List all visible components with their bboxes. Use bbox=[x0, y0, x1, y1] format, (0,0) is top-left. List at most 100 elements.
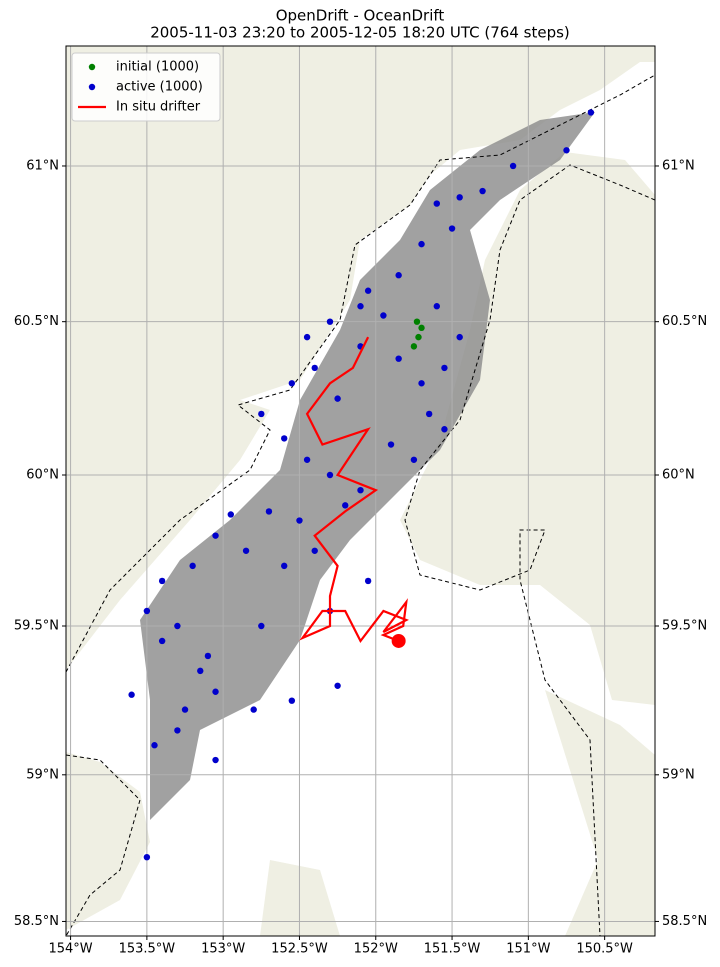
particle bbox=[258, 622, 265, 630]
land bbox=[66, 46, 655, 670]
particle bbox=[387, 441, 395, 448]
legend-label: initial (1000) bbox=[116, 60, 199, 75]
particle bbox=[296, 517, 303, 524]
particle bbox=[357, 303, 364, 310]
particle bbox=[413, 318, 421, 325]
particle bbox=[151, 742, 158, 749]
land bbox=[260, 860, 340, 936]
x-tick-label: 151°W bbox=[506, 942, 550, 957]
y-tick-label: 61°N bbox=[662, 158, 695, 173]
y-tick-label: 58.5°N bbox=[662, 914, 707, 929]
particle bbox=[364, 577, 372, 585]
particle bbox=[334, 395, 341, 402]
particle bbox=[258, 410, 265, 418]
particle bbox=[174, 622, 181, 630]
x-tick-label: 152.5°W bbox=[271, 942, 328, 957]
particle bbox=[418, 324, 425, 332]
drifter-track bbox=[299, 336, 409, 644]
y-tick-label: 61°N bbox=[26, 158, 59, 173]
particle bbox=[204, 652, 212, 660]
legend-box bbox=[71, 52, 221, 122]
particle bbox=[242, 547, 250, 554]
particle bbox=[364, 287, 372, 294]
particle bbox=[410, 343, 418, 350]
particle bbox=[265, 508, 273, 515]
y-tick-label: 59°N bbox=[662, 767, 695, 782]
land bbox=[545, 690, 655, 936]
particle bbox=[509, 162, 517, 170]
particle bbox=[334, 682, 341, 689]
particle bbox=[288, 697, 296, 704]
particle bbox=[189, 562, 196, 570]
legend-marker bbox=[88, 83, 96, 91]
particle bbox=[311, 364, 318, 372]
x-tick-label: 153°W bbox=[201, 942, 245, 957]
particle bbox=[395, 355, 402, 362]
particle bbox=[563, 147, 570, 154]
particle bbox=[158, 637, 166, 645]
particle bbox=[433, 200, 440, 207]
map-background bbox=[66, 46, 655, 936]
x-tick-label: 152°W bbox=[354, 942, 398, 957]
particle bbox=[456, 333, 463, 341]
particle bbox=[433, 303, 440, 310]
particle bbox=[128, 691, 135, 698]
trajectory-cloud bbox=[140, 112, 595, 820]
y-tick-label: 60.5°N bbox=[662, 314, 707, 329]
particle bbox=[174, 727, 181, 734]
particle bbox=[441, 364, 448, 372]
particle bbox=[311, 547, 318, 554]
particle bbox=[281, 435, 288, 442]
chart-title: OpenDrift - OceanDrift bbox=[276, 7, 445, 25]
chart-subtitle: 2005-11-03 23:20 to 2005-12-05 18:20 UTC… bbox=[150, 24, 570, 42]
particle bbox=[395, 272, 402, 279]
territorial-boundary bbox=[66, 754, 141, 936]
particle bbox=[425, 410, 433, 418]
particle bbox=[288, 380, 296, 387]
x-tick-label: 153.5°W bbox=[119, 942, 176, 957]
particle bbox=[448, 225, 456, 232]
particle bbox=[250, 706, 257, 713]
plot-frame bbox=[65, 45, 656, 937]
particle bbox=[326, 471, 334, 479]
particle bbox=[227, 511, 234, 518]
particle bbox=[418, 240, 425, 248]
particle bbox=[410, 456, 418, 463]
y-tick-label: 59°N bbox=[26, 767, 59, 782]
legend-label: In situ drifter bbox=[116, 100, 201, 115]
territorial-boundary bbox=[66, 74, 655, 673]
x-tick-label: 150.5°W bbox=[576, 942, 633, 957]
y-tick-label: 59.5°N bbox=[14, 619, 59, 634]
particle bbox=[587, 109, 595, 116]
y-tick-label: 60°N bbox=[26, 467, 59, 482]
particle bbox=[380, 312, 387, 319]
particle bbox=[326, 318, 334, 325]
particle bbox=[143, 853, 151, 861]
particle bbox=[456, 194, 463, 201]
legend-marker bbox=[88, 63, 96, 71]
particle bbox=[303, 456, 311, 463]
legend-label: active (1000) bbox=[116, 80, 203, 95]
particle bbox=[158, 577, 166, 585]
particle bbox=[357, 486, 364, 494]
particle bbox=[181, 706, 189, 713]
particle bbox=[479, 187, 486, 195]
particle bbox=[342, 502, 349, 509]
particle bbox=[281, 562, 288, 570]
y-tick-label: 60°N bbox=[662, 467, 695, 482]
y-tick-label: 60.5°N bbox=[14, 314, 59, 329]
land bbox=[400, 152, 655, 705]
y-tick-label: 58.5°N bbox=[14, 914, 59, 929]
particle bbox=[415, 333, 422, 341]
particle bbox=[143, 607, 151, 615]
x-tick-label: 154°W bbox=[48, 942, 92, 957]
drifter-end bbox=[391, 633, 406, 648]
particle bbox=[212, 532, 219, 539]
particle bbox=[212, 756, 219, 764]
y-tick-label: 59.5°N bbox=[662, 619, 707, 634]
particle bbox=[197, 667, 204, 675]
x-tick-label: 151.5°W bbox=[424, 942, 481, 957]
land bbox=[66, 752, 150, 930]
particle bbox=[212, 688, 219, 695]
